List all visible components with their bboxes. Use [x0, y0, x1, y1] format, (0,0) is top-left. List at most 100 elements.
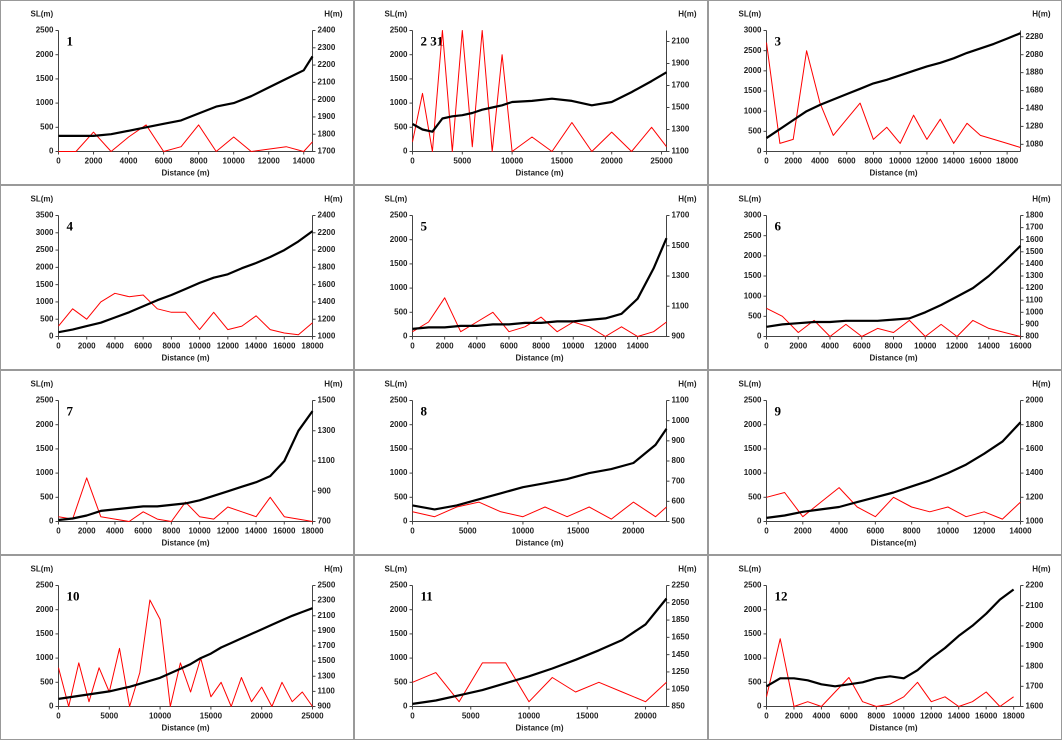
- x-tick-label: 2000: [85, 157, 103, 166]
- panel-number: 2 31: [421, 33, 444, 48]
- y2-tick-label: 2300: [318, 43, 336, 52]
- x-tick-label: 12000: [258, 157, 281, 166]
- y-tick-label: 1500: [36, 629, 54, 638]
- y2-tick-label: 1300: [318, 426, 336, 435]
- y2-tick-label: 1100: [1026, 295, 1044, 304]
- x-axis-label: Distance (m): [515, 724, 563, 733]
- panel-number: 6: [775, 218, 782, 233]
- y2-tick-label: 2050: [672, 598, 690, 607]
- y2-tick-label: 900: [672, 436, 686, 445]
- y-tick-label: 0: [757, 517, 762, 526]
- y-tick-label: 1500: [744, 629, 762, 638]
- y2-tick-label: 1680: [1026, 86, 1044, 95]
- y-tick-label: 2000: [390, 50, 408, 59]
- x-tick-label: 4000: [811, 157, 829, 166]
- x-tick-label: 14000: [943, 157, 966, 166]
- series-line: [58, 607, 313, 700]
- panel: [354, 0, 708, 185]
- y2-tick-label: 2200: [1026, 581, 1044, 590]
- x-tick-label: 5000: [462, 712, 480, 721]
- panel-number: 5: [421, 218, 428, 233]
- y2-tick-label: 900: [672, 332, 686, 341]
- x-tick-label: 8000: [532, 342, 550, 351]
- y2-axis-label: H(m): [1032, 195, 1051, 204]
- x-tick-label: 5000: [453, 157, 471, 166]
- x-tick-label: 18000: [996, 157, 1019, 166]
- x-tick-label: 5000: [100, 712, 118, 721]
- y2-axis-label: H(m): [678, 195, 697, 204]
- y-tick-label: 3500: [36, 211, 54, 220]
- x-tick-label: 10000: [512, 527, 535, 536]
- x-tick-label: 4000: [830, 527, 848, 536]
- y-tick-label: 1000: [36, 653, 54, 662]
- y2-tick-label: 1280: [1026, 122, 1044, 131]
- y-tick-label: 1500: [36, 74, 54, 83]
- x-tick-label: 14000: [1009, 527, 1032, 536]
- y2-tick-label: 600: [672, 496, 686, 505]
- y-tick-label: 2000: [744, 420, 762, 429]
- x-tick-label: 2000: [78, 342, 96, 351]
- y2-axis-label: H(m): [324, 380, 343, 389]
- y2-tick-label: 2500: [318, 581, 336, 590]
- y2-tick-label: 1480: [1026, 104, 1044, 113]
- y2-tick-label: 1500: [672, 241, 690, 250]
- x-tick-label: 6000: [134, 527, 152, 536]
- y-tick-label: 0: [403, 517, 408, 526]
- x-tick-label: 6000: [840, 712, 858, 721]
- x-tick-label: 10000: [914, 342, 937, 351]
- panel: [0, 555, 354, 740]
- y-axis-label: SL(m): [385, 380, 408, 389]
- y2-tick-label: 1300: [672, 271, 690, 280]
- series-line: [412, 597, 668, 705]
- y2-tick-label: 900: [318, 486, 332, 495]
- x-tick-label: 0: [56, 342, 61, 351]
- series-line: [766, 245, 1022, 328]
- series-line: [58, 292, 313, 336]
- y-tick-label: 2000: [36, 50, 54, 59]
- y2-tick-label: 1800: [1026, 661, 1044, 670]
- y2-tick-label: 900: [1026, 320, 1040, 329]
- y2-tick-label: 1100: [672, 396, 690, 405]
- x-axis-label: Distance (m): [515, 539, 563, 548]
- y2-tick-label: 1650: [672, 632, 690, 641]
- y2-tick-label: 1600: [1026, 444, 1044, 453]
- y-tick-label: 2500: [390, 26, 408, 35]
- x-tick-label: 10000: [937, 527, 960, 536]
- x-tick-label: 6000: [155, 157, 173, 166]
- x-tick-label: 14000: [626, 342, 649, 351]
- x-tick-label: 6000: [838, 157, 856, 166]
- x-tick-label: 0: [764, 712, 769, 721]
- y2-tick-label: 1800: [1026, 211, 1044, 220]
- series-line: [766, 307, 1021, 337]
- y-tick-label: 0: [49, 147, 54, 156]
- x-tick-label: 18000: [1003, 712, 1026, 721]
- y-axis-label: SL(m): [31, 195, 54, 204]
- y-tick-label: 500: [394, 122, 408, 131]
- y-tick-label: 3000: [744, 26, 762, 35]
- x-tick-label: 16000: [273, 527, 296, 536]
- y2-tick-label: 1800: [1026, 420, 1044, 429]
- y2-tick-label: 1000: [1026, 517, 1044, 526]
- y-tick-label: 1500: [36, 280, 54, 289]
- series-line: [58, 124, 313, 152]
- y-tick-label: 500: [748, 677, 762, 686]
- y2-tick-label: 1850: [672, 615, 690, 624]
- y-tick-label: 2000: [390, 420, 408, 429]
- x-tick-label: 10000: [889, 157, 912, 166]
- x-tick-label: 16000: [273, 342, 296, 351]
- y2-tick-label: 500: [672, 517, 686, 526]
- x-tick-label: 10000: [188, 527, 211, 536]
- y2-tick-label: 1880: [1026, 68, 1044, 77]
- y-tick-label: 2000: [390, 605, 408, 614]
- y-tick-label: 0: [403, 702, 408, 711]
- x-tick-label: 12000: [916, 157, 939, 166]
- x-tick-label: 18000: [301, 527, 324, 536]
- x-tick-label: 2000: [436, 342, 454, 351]
- x-tick-label: 8000: [162, 527, 180, 536]
- x-tick-label: 12000: [594, 342, 617, 351]
- y-axis-label: SL(m): [739, 565, 762, 574]
- x-tick-label: 6000: [853, 342, 871, 351]
- x-tick-label: 4000: [821, 342, 839, 351]
- y2-tick-label: 2100: [318, 77, 336, 86]
- y-tick-label: 1000: [744, 291, 762, 300]
